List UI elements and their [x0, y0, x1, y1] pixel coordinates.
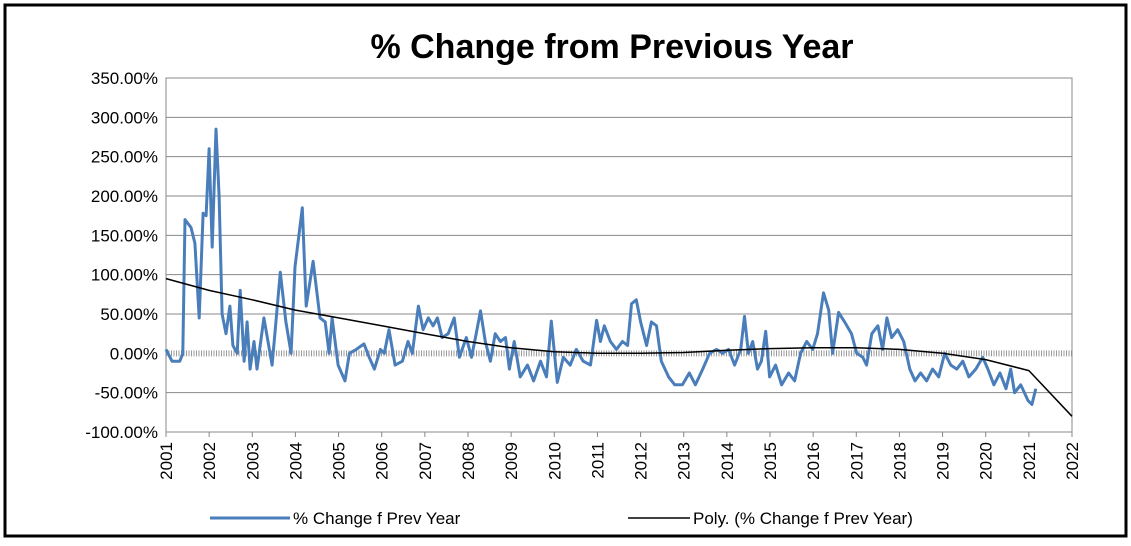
x-tick-label: 2011 — [588, 442, 607, 479]
chart-frame — [3, 3, 1128, 538]
x-tick-label: 2008 — [459, 442, 478, 480]
x-tick-label: 2018 — [890, 442, 909, 480]
x-tick-label: 2020 — [977, 442, 996, 480]
legend-label: Poly. (% Change f Prev Year) — [693, 509, 913, 528]
x-tick-label: 2002 — [200, 442, 219, 480]
y-tick-label: 200.00% — [91, 187, 158, 206]
series-line — [165, 277, 1073, 417]
y-tick-label: 0.00% — [110, 344, 158, 363]
chart-title: % Change from Previous Year — [370, 28, 853, 66]
x-tick-label: 2009 — [502, 442, 521, 480]
y-tick-label: 100.00% — [91, 266, 158, 285]
x-tick-label: 2003 — [243, 442, 262, 480]
x-tick-label: 2007 — [416, 442, 435, 480]
y-tick-label: -50.00% — [95, 384, 158, 403]
y-tick-label: 150.00% — [91, 226, 158, 245]
y-tick-label: -100.00% — [85, 423, 158, 442]
x-tick-label: 2004 — [286, 442, 305, 480]
x-tick-label: 2017 — [847, 442, 866, 480]
x-tick-label: 2001 — [157, 442, 176, 480]
x-tick-label: 2005 — [330, 442, 349, 480]
y-tick-label: 350.00% — [91, 69, 158, 88]
y-tick-label: 300.00% — [91, 108, 158, 127]
y-tick-label: 250.00% — [91, 148, 158, 167]
series-line — [164, 127, 1038, 406]
x-tick-label: 2016 — [804, 442, 823, 480]
x-tick-label: 2006 — [373, 442, 392, 480]
x-tick-label: 2012 — [632, 442, 651, 480]
x-tick-label: 2010 — [545, 442, 564, 480]
x-tick-label: 2013 — [675, 442, 694, 480]
x-tick-label: 2022 — [1063, 442, 1082, 480]
x-tick-label: 2014 — [718, 442, 737, 480]
legend-label: % Change f Prev Year — [293, 509, 461, 528]
y-tick-label: 50.00% — [100, 305, 158, 324]
plot-area — [165, 77, 1073, 433]
x-tick-label: 2015 — [761, 442, 780, 480]
x-tick-label: 2019 — [934, 442, 953, 480]
x-tick-label: 2021 — [1020, 442, 1039, 480]
